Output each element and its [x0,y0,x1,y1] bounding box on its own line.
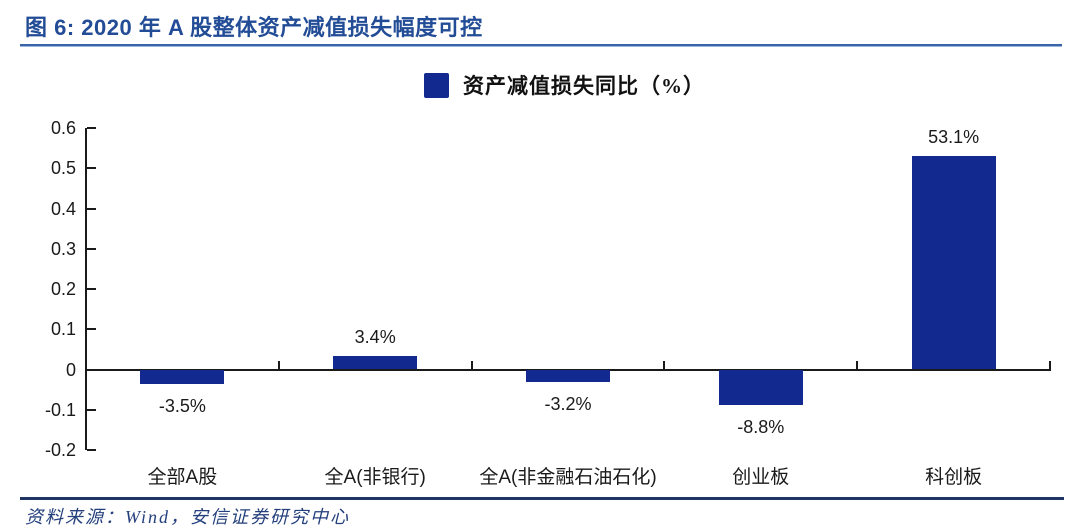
x-axis-category-label: 创业板 [732,467,790,488]
y-axis-line [85,128,87,450]
bar [911,155,996,370]
bar-value-label: 53.1% [928,126,980,147]
bar-value-label: -3.2% [544,394,592,415]
bar-value-label: 3.4% [354,326,396,347]
y-axis-tick-label: 0.2 [50,279,76,299]
y-axis-tick-label: 0.5 [50,158,76,179]
x-axis-tick [663,360,666,371]
y-axis-tick-label: 0.6 [50,118,76,138]
bar [718,369,803,405]
x-axis-category-label: 科创板 [925,467,983,488]
y-axis-tick-label: 0.1 [50,319,76,340]
bar [526,369,610,383]
x-axis-tick [470,360,473,371]
y-axis-tick-label: -0.2 [44,440,76,460]
bar [333,355,418,370]
y-axis-tick-label: 0.4 [50,198,76,219]
y-axis-tick-label: -0.1 [44,399,76,420]
y-axis-tick-label: 0.3 [50,238,76,259]
y-axis-tick [87,408,96,411]
chart-legend: 资产减值损失同比（%） [424,70,705,100]
x-axis-category-label: 全A(非银行) [324,467,426,488]
y-axis-tick [87,207,96,210]
bar-value-label: -8.8% [737,416,785,437]
x-axis-category-label: 全部A股 [147,467,218,488]
figure-title: 图 6: 2020 年 A 股整体资产减值损失幅度可控 [25,15,483,40]
footer-divider [20,497,1064,500]
y-axis-tick [87,127,96,129]
y-axis-tick [87,449,96,451]
y-axis-tick [87,368,96,371]
source-note: 资料来源：Wind，安信证券研究中心 [25,507,351,527]
y-axis-tick [87,328,96,331]
title-divider [20,44,1062,47]
y-axis-tick [87,288,96,290]
x-axis-tick [1049,360,1051,371]
x-axis-tick [856,360,859,371]
legend-swatch-icon [424,72,449,98]
x-axis-category-label: 全A(非金融石油石化) [479,467,657,488]
bar-value-label: -3.5% [158,395,206,416]
y-axis-tick [87,247,96,250]
x-axis-tick [277,360,280,371]
y-axis-tick-label: 0 [65,359,76,380]
legend-label: 资产减值损失同比（%） [463,74,705,98]
bar [140,369,225,384]
y-axis-tick [87,167,96,170]
